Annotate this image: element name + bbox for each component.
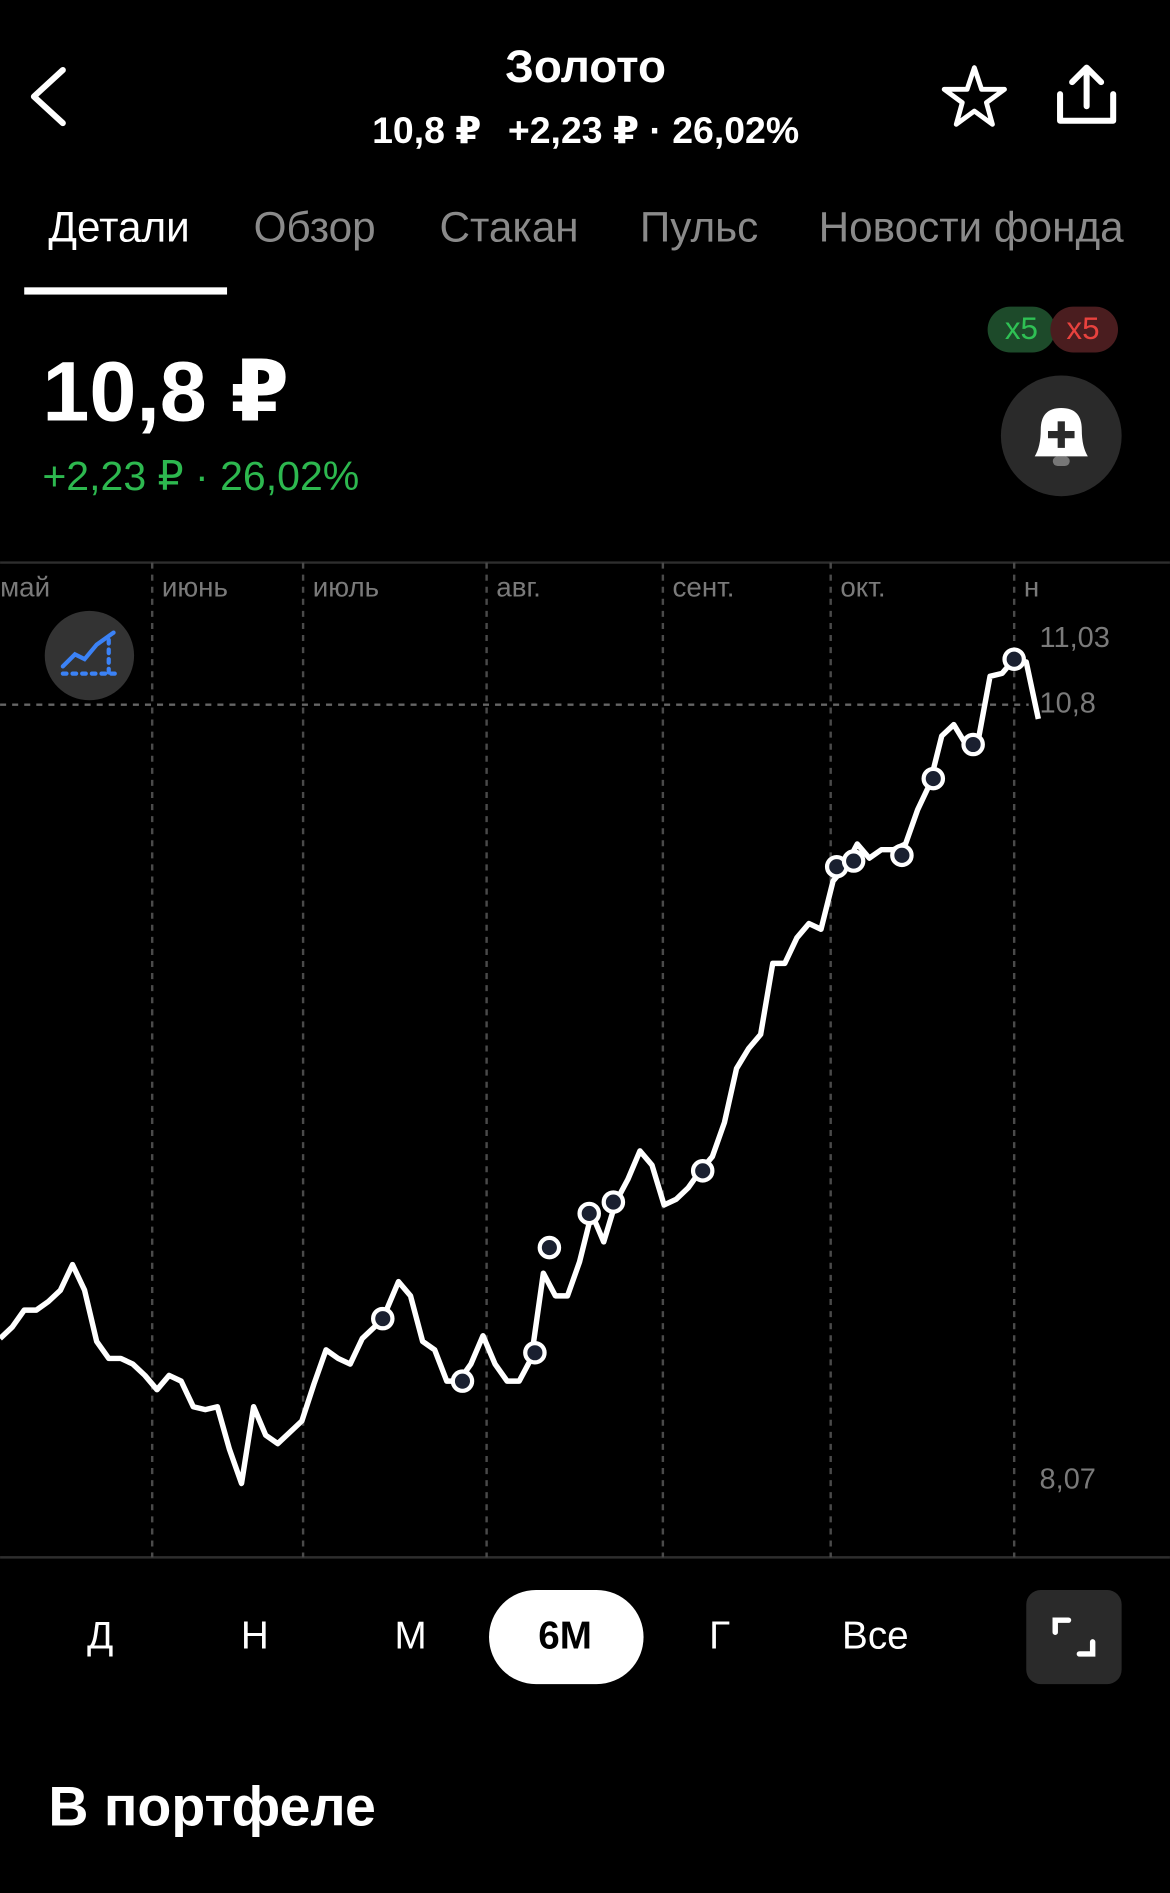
trade-marker	[890, 843, 914, 868]
x-tick-label: май	[0, 571, 50, 602]
badge-label: x5	[1005, 311, 1038, 346]
tabs: Детали Обзор Стакан Пульс Новости фонда	[48, 204, 1124, 251]
y-tick-label: 8,07	[1040, 1463, 1096, 1495]
trade-marker	[1002, 647, 1026, 671]
subtitle: 10,8 ₽ +2,23 ₽ · 26,02%	[372, 109, 799, 151]
period[interactable]: Г	[709, 1614, 730, 1657]
favorite-button[interactable]	[941, 65, 1007, 127]
share-button[interactable]	[1057, 64, 1117, 124]
header-price: 10,8 ₽	[372, 109, 481, 151]
fullscreen-button[interactable]	[1026, 1589, 1122, 1685]
price-line-label: 10,8	[1040, 687, 1096, 719]
x-tick-label: окт.	[840, 571, 885, 602]
trade-marker	[601, 1190, 626, 1214]
trade-marker	[921, 766, 946, 791]
tab[interactable]: Новости фонда	[819, 204, 1125, 251]
x-tick-label: н	[1024, 571, 1039, 602]
price-change: +2,23 ₽ · 26,02%	[42, 453, 359, 499]
period[interactable]: Д	[87, 1614, 113, 1657]
trade-marker	[450, 1369, 475, 1393]
x-tick-label: авг.	[496, 571, 541, 602]
tab[interactable]: Стакан	[440, 204, 579, 251]
x-tick-label: сент.	[673, 571, 735, 602]
periods: Д Н М 6М Г Все	[87, 1614, 908, 1657]
y-tick-label: 11,03	[1040, 622, 1110, 654]
price: 10,8 ₽	[42, 345, 289, 439]
badge-label: x5	[1066, 311, 1099, 346]
bell-icon	[1034, 408, 1088, 467]
badge	[987, 306, 1056, 353]
tab[interactable]: Пульс	[640, 204, 758, 251]
tab[interactable]: Детали	[48, 204, 189, 251]
trade-marker	[371, 1306, 395, 1331]
period-active	[489, 1589, 644, 1685]
title: Золото	[505, 40, 666, 92]
fullscreen-icon	[1052, 1617, 1096, 1657]
tab[interactable]: Обзор	[254, 204, 376, 251]
back-button[interactable]	[30, 67, 66, 127]
trade-marker	[690, 1159, 715, 1183]
x-tick-label: июнь	[162, 571, 228, 602]
trade-marker	[523, 1340, 547, 1365]
section-title: В портфеле	[48, 1776, 375, 1838]
trade-marker	[961, 732, 985, 757]
period[interactable]: М	[394, 1614, 426, 1657]
badge	[1050, 306, 1119, 353]
period[interactable]: Все	[842, 1614, 909, 1657]
trade-marker	[577, 1201, 601, 1226]
chart: май июнь июль авг. сент. окт. н11,03 8,07 10,8	[0, 562, 1110, 1558]
tab-underline	[24, 287, 228, 295]
x-tick-label: июль	[313, 571, 379, 602]
indicator-icon	[60, 630, 119, 676]
period[interactable]: 6М	[538, 1614, 592, 1657]
price-line-series	[0, 656, 1041, 1487]
trade-marker	[841, 849, 866, 873]
header-change: +2,23 ₽ · 26,02%	[508, 109, 799, 151]
trade-marker	[537, 1235, 562, 1260]
period[interactable]: Н	[241, 1614, 269, 1657]
